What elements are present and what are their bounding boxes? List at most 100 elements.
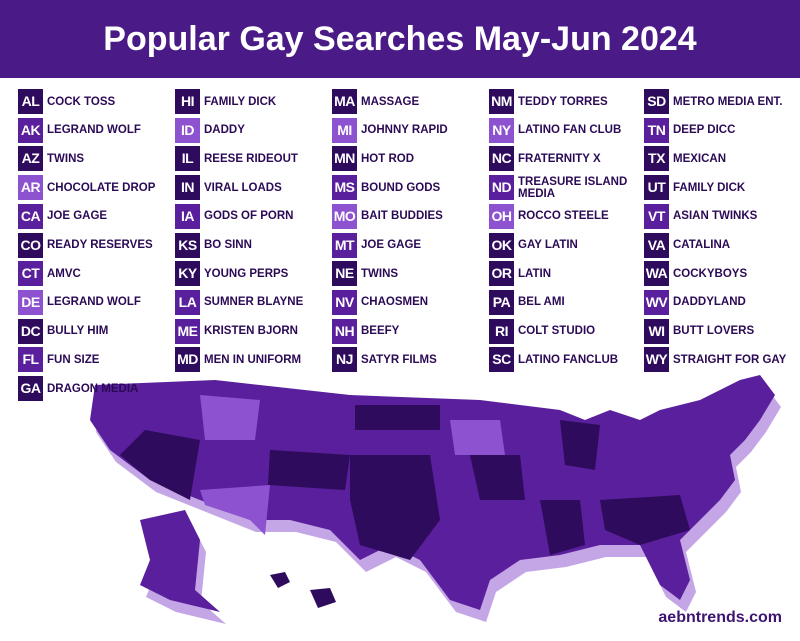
state-badge: FL — [18, 347, 43, 373]
state-label: BUTT LOVERS — [673, 325, 755, 338]
state-badge: MO — [332, 203, 357, 229]
state-badge: NY — [489, 117, 514, 143]
state-label: COCK TOSS — [47, 95, 116, 108]
state-entry: CT AMVC — [18, 261, 81, 287]
state-entry: TN DEEP DICC — [644, 117, 736, 143]
state-badge: MA — [332, 89, 357, 114]
state-entry: AK LEGRAND WOLF — [18, 117, 141, 143]
state-entry: MD MEN IN UNIFORM — [175, 347, 301, 373]
state-entry: DE LEGRAND WOLF — [18, 289, 141, 315]
state-entry: ND TREASURE ISLAND MEDIA — [489, 175, 636, 201]
state-entry: AZ TWINS — [18, 146, 85, 172]
state-badge: DE — [18, 289, 43, 315]
state-entry: SC LATINO FANCLUB — [489, 347, 619, 373]
state-entry: WA COCKYBOYS — [644, 261, 748, 287]
state-label: BEEFY — [361, 325, 400, 338]
state-label: CATALINA — [673, 239, 731, 251]
state-badge: HI — [175, 89, 200, 114]
state-badge: VA — [644, 232, 669, 258]
state-entry: NY LATINO FAN CLUB — [489, 117, 622, 143]
state-entry: CO READY RESERVES — [18, 232, 153, 258]
state-badge: ND — [489, 175, 514, 201]
state-badge: PA — [489, 289, 514, 315]
state-entry: MS BOUND GODS — [332, 175, 441, 201]
state-entry: DC BULLY HIM — [18, 318, 108, 344]
state-entry: WI BUTT LOVERS — [644, 318, 755, 344]
state-label: SATYR FILMS — [361, 353, 437, 366]
state-badge: DC — [18, 318, 43, 344]
state-badge: NC — [489, 146, 514, 172]
state-entry: RI COLT STUDIO — [489, 318, 595, 344]
state-entry: NJ SATYR FILMS — [332, 347, 437, 373]
state-entry: SD METRO MEDIA ENT. — [644, 89, 782, 114]
state-label: READY RESERVES — [47, 239, 153, 251]
state-badge: IL — [175, 146, 200, 172]
state-label: YOUNG PERPS — [204, 267, 289, 280]
state-label: LEGRAND WOLF — [47, 296, 141, 309]
page-title: Popular Gay Searches May-Jun 2024 — [103, 20, 697, 58]
state-entry: NE TWINS — [332, 261, 398, 287]
state-label: JOE GAGE — [47, 210, 108, 223]
state-label: HOT ROD — [361, 152, 415, 165]
state-entry: OK GAY LATIN — [489, 232, 578, 258]
state-badge: KS — [175, 232, 200, 258]
state-label: BOUND GODS — [361, 181, 441, 194]
state-entry: CA JOE GAGE — [18, 203, 108, 229]
state-entry: KS BO SINN — [175, 232, 252, 258]
state-badge: UT — [644, 175, 669, 201]
state-label: KRISTEN BJORN — [204, 325, 298, 338]
state-label: LEGRAND WOLF — [47, 124, 141, 137]
state-entry: PA BEL AMI — [489, 289, 565, 315]
state-label: TWINS — [47, 152, 85, 165]
state-label: LATINO FAN CLUB — [518, 124, 622, 137]
state-entry: NV CHAOSMEN — [332, 289, 428, 315]
state-label: COCKYBOYS — [673, 267, 748, 280]
state-badge: OH — [489, 203, 514, 229]
state-badge: CA — [18, 203, 43, 229]
state-label: BEL AMI — [518, 296, 565, 309]
state-entry: VA CATALINA — [644, 232, 731, 258]
state-badge: IA — [175, 203, 200, 229]
state-label: BO SINN — [204, 239, 252, 251]
state-entry: AR CHOCOLATE DROP — [18, 175, 156, 201]
state-entry: NH BEEFY — [332, 318, 400, 344]
state-label: TREASURE ISLAND MEDIA — [518, 175, 628, 200]
state-badge: MT — [332, 232, 357, 258]
state-label: REESE RIDEOUT — [204, 152, 298, 165]
state-badge: NM — [489, 89, 514, 114]
state-badge: MD — [175, 347, 200, 373]
state-label: DEEP DICC — [673, 124, 736, 137]
state-label: JOE GAGE — [361, 239, 422, 251]
state-badge: AR — [18, 175, 43, 201]
state-badge: AL — [18, 89, 43, 114]
state-label: FRATERNITY X — [518, 152, 601, 165]
state-entry: IA GODS OF PORN — [175, 203, 293, 229]
state-badge: WA — [644, 261, 669, 287]
state-badge: AK — [18, 117, 43, 143]
state-entry: IN VIRAL LOADS — [175, 175, 282, 201]
state-label: SUMNER BLAYNE — [204, 296, 304, 309]
state-badge: ID — [175, 117, 200, 143]
state-label: STRAIGHT FOR GAY — [673, 353, 787, 366]
state-badge: KY — [175, 261, 200, 287]
state-badge: OR — [489, 261, 514, 287]
state-label: GAY LATIN — [518, 239, 578, 251]
state-badge: MN — [332, 146, 357, 172]
state-label: MEXICAN — [673, 152, 727, 165]
state-entry: OR LATIN — [489, 261, 551, 287]
state-entry: NM TEDDY TORRES — [489, 89, 608, 114]
state-badge: RI — [489, 318, 514, 344]
state-badge: MS — [332, 175, 357, 201]
state-entry: MN HOT ROD — [332, 146, 415, 172]
state-label: CHOCOLATE DROP — [47, 181, 156, 194]
state-badge: CT — [18, 261, 43, 287]
state-badge: WI — [644, 318, 669, 344]
state-badge: SC — [489, 347, 514, 373]
state-label: LATINO FANCLUB — [518, 353, 619, 366]
state-entry: IL REESE RIDEOUT — [175, 146, 298, 172]
state-badge: NH — [332, 318, 357, 344]
state-badge: IN — [175, 175, 200, 201]
state-label: DADDYLAND — [673, 296, 746, 309]
state-label: MASSAGE — [361, 95, 420, 108]
